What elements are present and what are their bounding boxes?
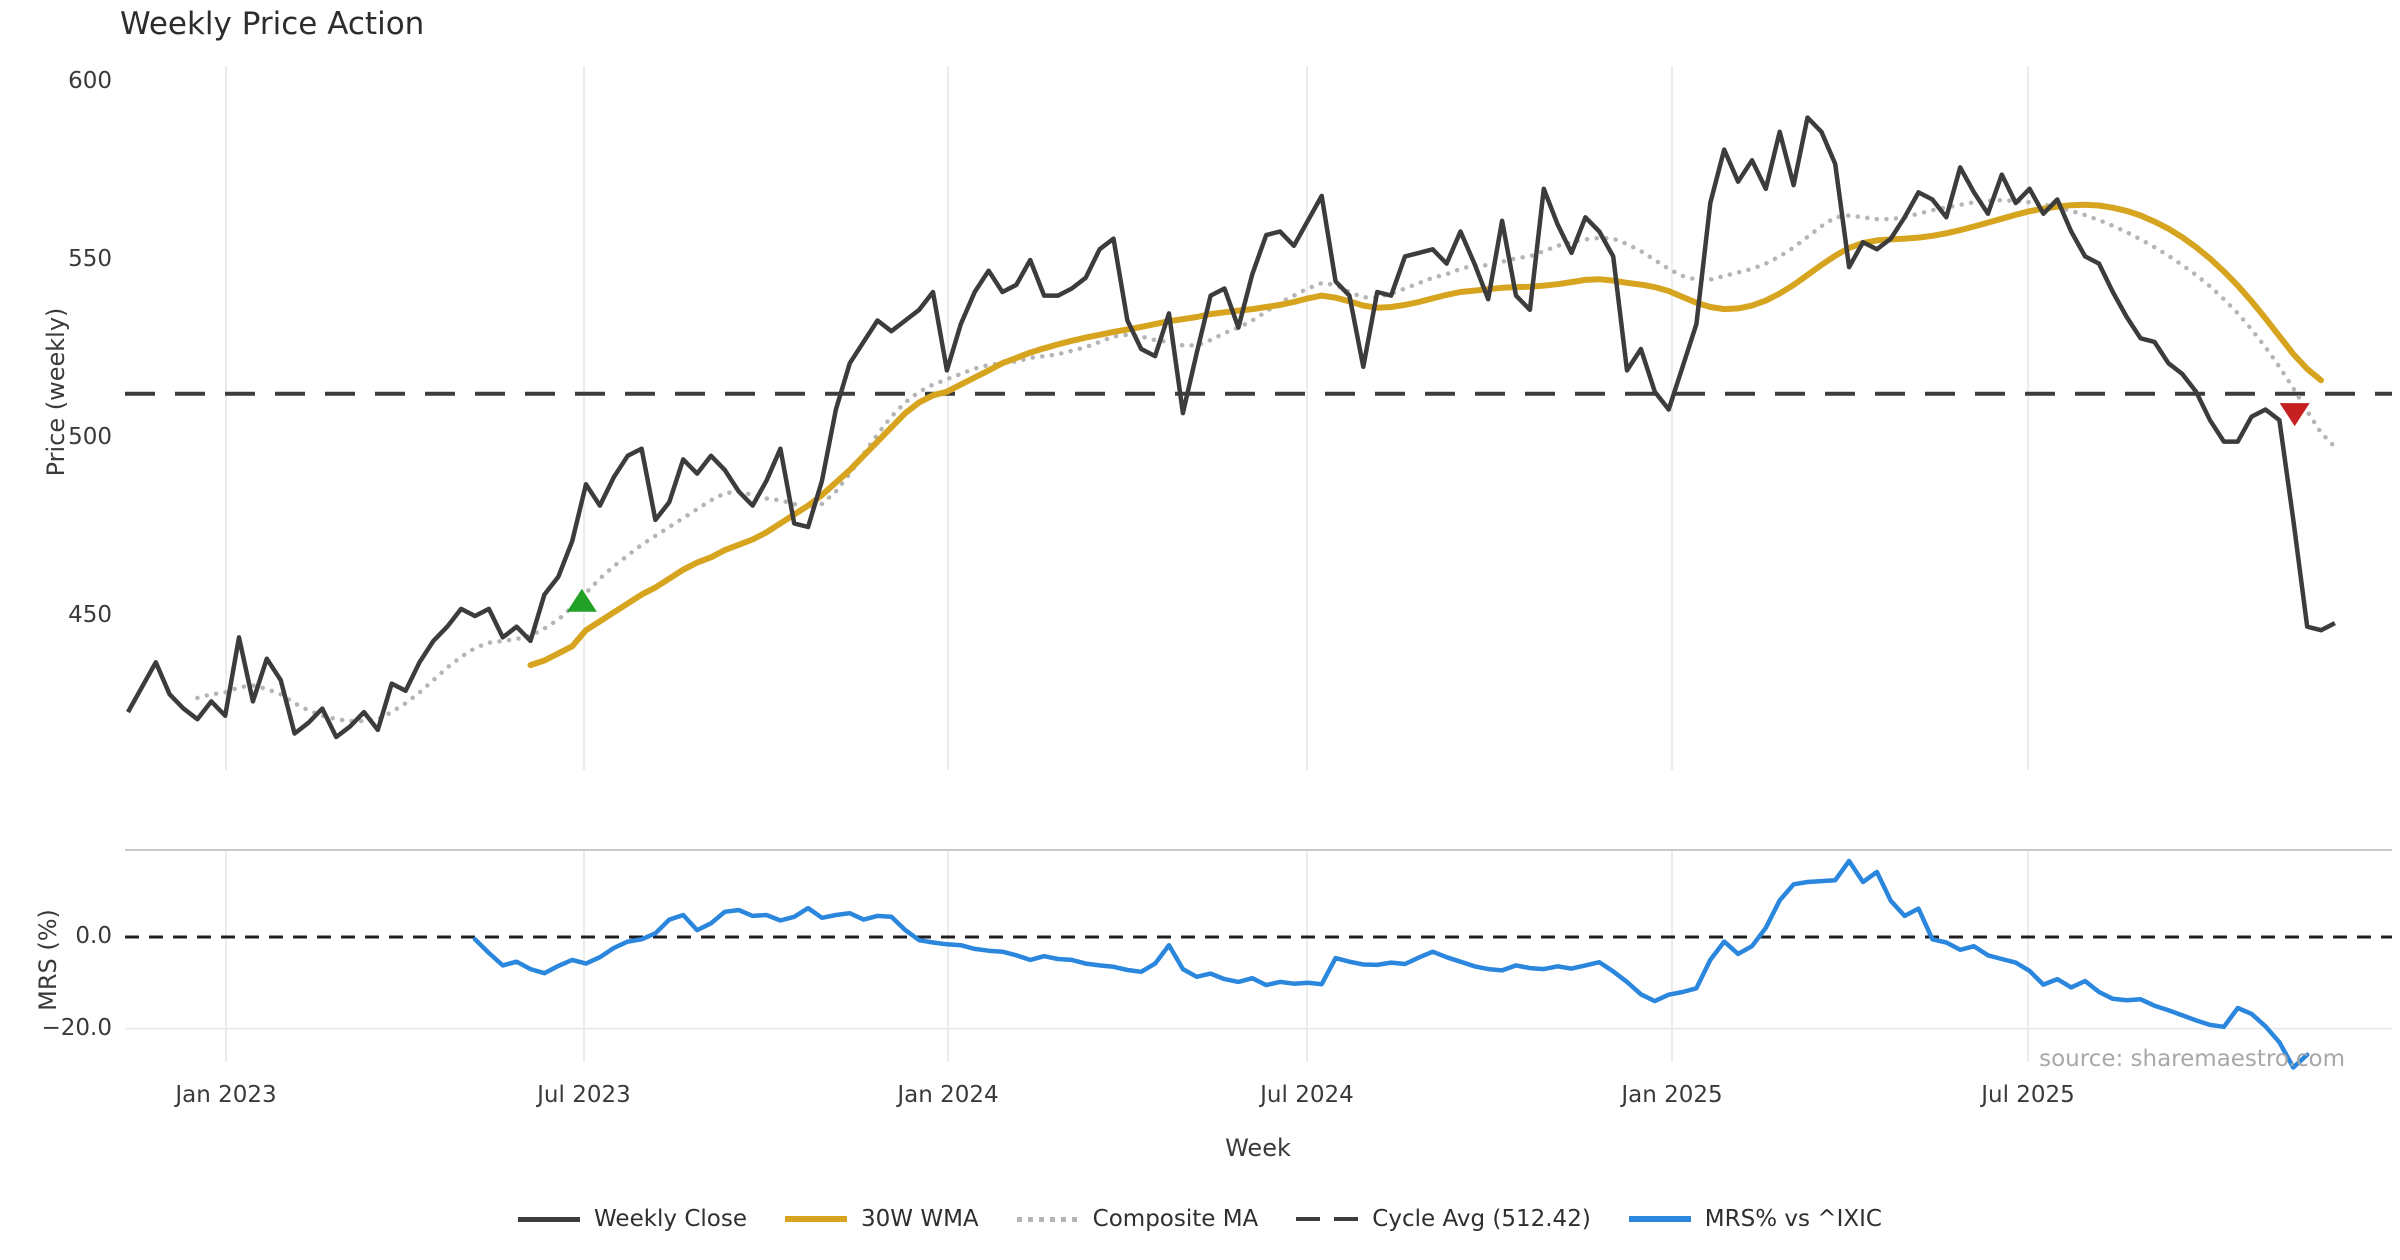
weekly-close-swatch-icon	[518, 1216, 581, 1222]
legend-label: Cycle Avg (512.42)	[1372, 1206, 1591, 1232]
price-tick-label: 600	[68, 68, 112, 94]
x-tick-label: Jul 2023	[537, 1082, 631, 1108]
wma-swatch-icon	[785, 1216, 848, 1222]
x-tick-label: Jan 2025	[1621, 1082, 1723, 1108]
mrs-tick-label: −20.0	[41, 1014, 112, 1041]
price-tick-label: 450	[68, 602, 112, 628]
page-title: Weekly Price Action	[120, 6, 425, 42]
legend: Weekly Close 30W WMA Composite MA Cycle …	[0, 1206, 2400, 1232]
legend-label: MRS% vs ^IXIC	[1704, 1206, 1882, 1232]
x-tick-label: Jul 2025	[1981, 1082, 2075, 1108]
legend-item-cycle-avg: Cycle Avg (512.42)	[1296, 1206, 1591, 1232]
legend-label: Composite MA	[1092, 1206, 1259, 1232]
x-tick-label: Jan 2023	[175, 1082, 277, 1108]
mrs-tick-label: 0.0	[75, 923, 112, 949]
mrs-panel-gridlines	[225, 850, 2029, 1062]
buy-signal-triangle-icon	[566, 588, 597, 612]
legend-item-mrs: MRS% vs ^IXIC	[1628, 1206, 1882, 1232]
weekly-close-line	[126, 115, 2336, 740]
legend-label: 30W WMA	[861, 1206, 979, 1232]
price-tick-label: 500	[68, 424, 112, 450]
price-axis-label: Price (weekly)	[42, 307, 70, 477]
price-panel-gridlines	[225, 66, 2029, 770]
mrs-swatch-icon	[1628, 1216, 1691, 1222]
wma-30w-line	[527, 201, 2324, 669]
source-watermark: source: sharemaestro.com	[2039, 1046, 2345, 1072]
x-axis-label: Week	[1225, 1134, 1291, 1162]
sell-signal-triangle-icon	[2279, 403, 2310, 427]
legend-item-weekly-close: Weekly Close	[518, 1206, 747, 1232]
x-tick-label: Jul 2024	[1260, 1082, 1354, 1108]
composite-swatch-icon	[1016, 1216, 1079, 1222]
x-tick-label: Jan 2024	[897, 1082, 999, 1108]
mrs-line	[472, 858, 2310, 1070]
legend-item-wma: 30W WMA	[785, 1206, 979, 1232]
price-tick-label: 550	[68, 246, 112, 272]
legend-label: Weekly Close	[594, 1206, 748, 1232]
composite-ma-line	[195, 197, 2338, 724]
legend-item-composite: Composite MA	[1016, 1206, 1259, 1232]
cycle-avg-swatch-icon	[1296, 1217, 1359, 1221]
